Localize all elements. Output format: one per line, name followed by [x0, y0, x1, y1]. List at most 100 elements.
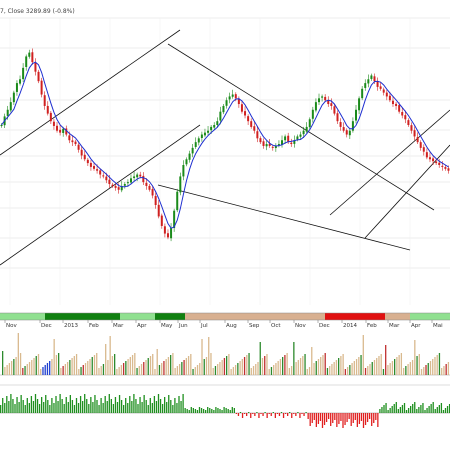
volume-bar	[252, 366, 255, 375]
volume-bar	[434, 357, 436, 375]
oscillator-bar	[116, 402, 119, 413]
candle-body	[339, 122, 342, 127]
volume-panel	[0, 333, 450, 376]
volume-bar	[178, 364, 181, 375]
oscillator-bar	[145, 400, 147, 413]
candle-body	[379, 86, 382, 89]
oscillator-bar	[51, 398, 53, 413]
volume-bar	[96, 353, 98, 375]
oscillator-bar	[88, 404, 90, 413]
volume-bar	[194, 367, 196, 375]
candle-body	[419, 142, 422, 148]
candle-body	[31, 52, 34, 63]
candle-body	[160, 215, 163, 226]
candle-body	[222, 105, 225, 113]
x-tick-label: Dec	[41, 323, 52, 329]
oscillator-bar	[55, 396, 57, 413]
candle-body	[9, 102, 12, 111]
volume-bar	[37, 354, 40, 375]
volume-bar	[360, 355, 362, 375]
x-tick-label: Apr	[411, 323, 421, 329]
candle-body	[296, 136, 299, 140]
oscillator-bar	[289, 412, 291, 413]
volume-bar	[378, 356, 380, 375]
candle-body	[148, 185, 151, 190]
oscillator-bar	[221, 410, 223, 413]
oscillator-bar	[262, 413, 264, 416]
candle-body	[376, 81, 379, 87]
volume-bar	[125, 361, 127, 375]
candle-body	[157, 204, 160, 217]
x-axis-labels: Nov Dec 2013 Feb Mar Apr May Jun Jul Aug Sep Oct Nov…	[4, 320, 443, 329]
volume-bar	[214, 366, 217, 375]
oscillator-bar	[323, 413, 326, 425]
candle-body	[398, 105, 401, 112]
oscillator-bar	[250, 413, 252, 418]
band-segment	[120, 313, 155, 320]
oscillator-bar	[86, 399, 88, 413]
candle-body	[207, 130, 210, 133]
oscillator-bar	[291, 413, 293, 418]
oscillator-bar	[159, 399, 162, 413]
candle-body	[441, 165, 444, 167]
oscillator-bar	[137, 404, 139, 413]
candle-body	[413, 130, 416, 137]
candle-body	[108, 179, 111, 185]
oscillator-bar	[71, 400, 74, 413]
volume-bar	[199, 363, 201, 375]
candle-body	[274, 145, 277, 149]
x-tick-label: Nov	[6, 323, 17, 329]
volume-bar	[288, 368, 291, 375]
oscillator-bar	[321, 413, 324, 428]
candle-body	[410, 125, 413, 131]
volume-bar	[152, 354, 154, 375]
candle-body	[385, 92, 388, 97]
band-segment	[325, 313, 385, 320]
volume-bar	[205, 357, 208, 375]
candle-body	[93, 166, 96, 169]
candle-body	[401, 112, 404, 116]
volume-bar	[42, 367, 44, 375]
candle-body	[284, 136, 287, 141]
candle-body	[182, 165, 185, 177]
oscillator-bar	[209, 408, 211, 413]
volume-bar	[13, 359, 15, 375]
oscillator-bar	[82, 401, 84, 413]
x-tick-label: May	[161, 323, 173, 329]
oscillator-bar	[373, 413, 375, 423]
x-tick-label: Feb	[89, 323, 99, 329]
volume-bar	[418, 354, 420, 375]
volume-bar	[64, 364, 67, 375]
oscillator-bar	[440, 403, 443, 413]
volume-bar	[443, 366, 445, 375]
oscillator-bar	[305, 412, 307, 413]
volume-bar	[344, 369, 347, 375]
candle-body	[197, 138, 200, 143]
band-segment	[385, 313, 410, 320]
x-tick-label: Dec	[319, 323, 330, 329]
candle-body	[80, 149, 83, 156]
candle-body	[142, 175, 145, 183]
candle-body	[34, 63, 37, 72]
oscillator-bar	[371, 413, 373, 426]
candle-body	[231, 94, 234, 97]
volume-bar	[49, 361, 51, 375]
volume-bar	[22, 368, 24, 375]
oscillator-bar	[180, 401, 182, 413]
volume-bar	[243, 357, 246, 375]
candle-body	[46, 105, 49, 114]
volume-bar	[147, 358, 149, 375]
volume-bar	[234, 365, 237, 375]
trend-line	[0, 124, 201, 266]
volume-bar	[60, 368, 62, 375]
candle-body	[123, 184, 126, 186]
oscillator-bar	[268, 413, 270, 414]
trend-line	[0, 29, 181, 156]
oscillator-bar	[110, 399, 112, 413]
candle-body	[327, 100, 330, 105]
oscillator-bar	[155, 401, 158, 413]
volume-bar	[75, 354, 78, 375]
oscillator-bar	[274, 413, 276, 418]
candle-body	[62, 128, 65, 133]
oscillator-bar	[168, 395, 170, 413]
